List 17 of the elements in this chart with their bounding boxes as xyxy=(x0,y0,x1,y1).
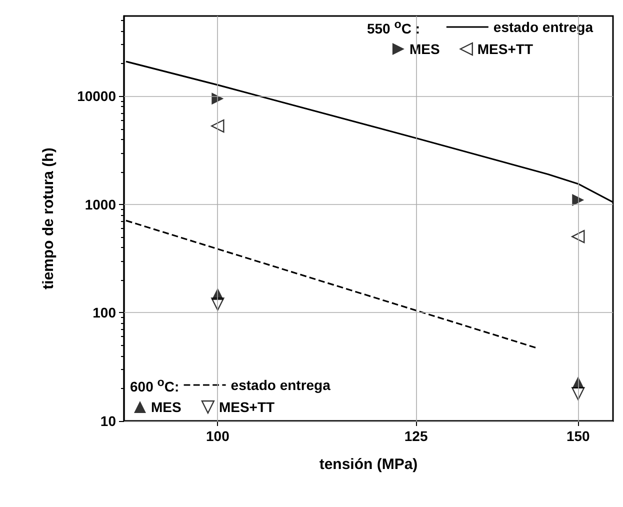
y-tick-label: 1000 xyxy=(84,196,116,212)
legend-label: estado entrega xyxy=(493,19,594,35)
x-axis-title: tensión (MPa) xyxy=(319,456,418,473)
x-tick-label: 150 xyxy=(566,428,590,444)
x-tick-label: 125 xyxy=(404,428,428,444)
x-tick-label: 100 xyxy=(206,428,230,444)
legend-label: estado entrega xyxy=(230,377,331,393)
legend-label: MES xyxy=(151,399,182,415)
legend-label: MES xyxy=(409,41,440,57)
legend-label: MES+TT xyxy=(477,41,534,57)
y-tick-label: 100 xyxy=(92,304,116,321)
annotation: 600 $^{o}$C: xyxy=(130,375,180,396)
annotation: 550 $^{o}$C : xyxy=(366,17,420,38)
y-tick-label: 10 xyxy=(100,413,116,429)
y-axis-title: tiempo de rotura (h) xyxy=(40,148,57,290)
y-tick-label: 10000 xyxy=(77,88,116,104)
legend-label: MES+TT xyxy=(218,399,276,415)
